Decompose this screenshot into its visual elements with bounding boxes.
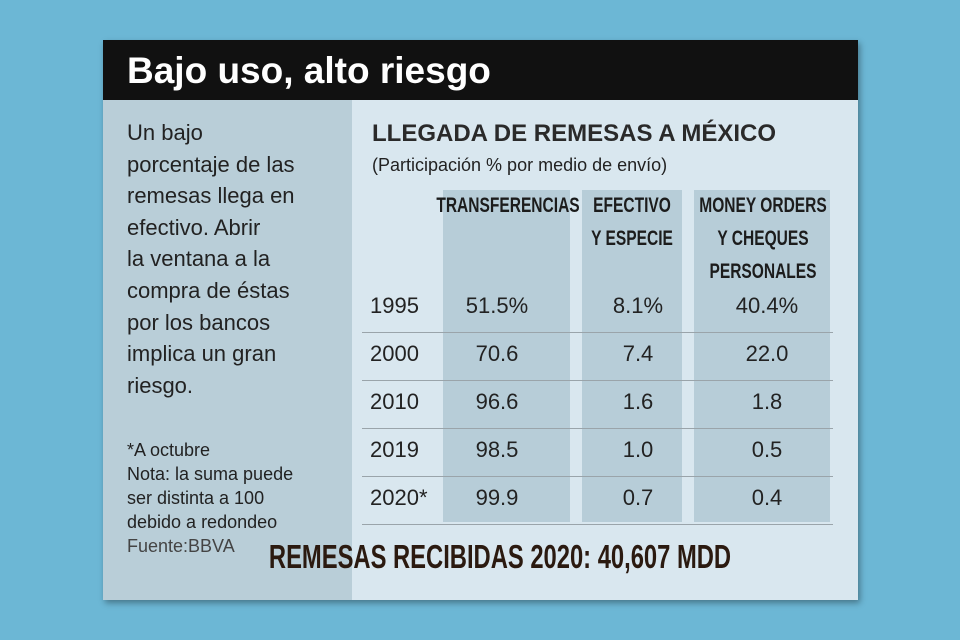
note: ser distinta a 100 bbox=[127, 488, 265, 508]
sidebar-text: por los bancos bbox=[127, 309, 271, 335]
table-subtitle: (Participación % por medio de envío) bbox=[372, 155, 668, 175]
sidebar-text: remesas llega en bbox=[127, 183, 295, 209]
card: Bajo uso, alto riesgo LLEGADA DE REMESAS… bbox=[103, 40, 858, 600]
cell: 1.6 bbox=[622, 389, 654, 414]
row-label: 2010 bbox=[370, 389, 419, 414]
column-header: EFECTIVO bbox=[593, 194, 671, 217]
row-label: 2000 bbox=[370, 341, 419, 366]
column-band bbox=[582, 190, 682, 522]
cell: 98.5 bbox=[475, 437, 519, 462]
row-label: 2020* bbox=[370, 485, 428, 510]
note: *A octubre bbox=[127, 440, 211, 460]
cell: 22.0 bbox=[745, 341, 789, 366]
cell: 0.7 bbox=[622, 485, 654, 510]
row-rule bbox=[362, 476, 833, 477]
cell: 99.9 bbox=[475, 485, 519, 510]
title: Bajo uso, alto riesgo bbox=[127, 50, 491, 91]
cell: 51.5% bbox=[465, 293, 529, 318]
row-rule bbox=[362, 524, 833, 525]
cell: 1.0 bbox=[622, 437, 654, 462]
column-header: MONEY ORDERS bbox=[699, 194, 827, 217]
column-band bbox=[694, 190, 830, 522]
cell: 40.4% bbox=[735, 293, 799, 318]
title-bar: Bajo uso, alto riesgo bbox=[103, 40, 858, 100]
cell: 7.4 bbox=[622, 341, 654, 366]
row-label: 1995 bbox=[370, 293, 419, 318]
sidebar-text: compra de éstas bbox=[127, 278, 290, 303]
table-title: LLEGADA DE REMESAS A MÉXICO bbox=[372, 120, 777, 147]
sidebar-text: Un bajo bbox=[127, 120, 203, 145]
note: Nota: la suma puede bbox=[127, 464, 294, 484]
row-label: 2019 bbox=[370, 437, 419, 462]
row-rule bbox=[362, 332, 833, 333]
footer: REMESAS RECIBIDAS 2020: 40,607 MDD bbox=[268, 538, 732, 575]
note: Fuente:BBVA bbox=[127, 536, 235, 556]
column-header: Y CHEQUES bbox=[717, 227, 809, 250]
cell: 1.8 bbox=[751, 389, 783, 414]
column-header: PERSONALES bbox=[709, 260, 817, 283]
sidebar-text: implica un gran bbox=[127, 341, 277, 367]
row-rule bbox=[362, 380, 833, 381]
column-band bbox=[443, 190, 570, 522]
cell: 96.6 bbox=[475, 389, 519, 414]
sidebar-text: la ventana a la bbox=[127, 246, 271, 272]
column-header: TRANSFERENCIAS bbox=[436, 194, 580, 217]
row-rule bbox=[362, 428, 833, 429]
cell: 0.4 bbox=[751, 485, 783, 510]
cell: 0.5 bbox=[751, 437, 783, 462]
sidebar-text: porcentaje de las bbox=[127, 151, 295, 177]
note: debido a redondeo bbox=[127, 512, 278, 532]
sidebar-text: riesgo. bbox=[127, 372, 194, 398]
column-header: Y ESPECIE bbox=[591, 227, 673, 250]
cell: 70.6 bbox=[475, 341, 519, 366]
sidebar bbox=[103, 100, 352, 600]
sidebar-text: efectivo. Abrir bbox=[127, 214, 261, 240]
cell: 8.1% bbox=[612, 293, 664, 318]
